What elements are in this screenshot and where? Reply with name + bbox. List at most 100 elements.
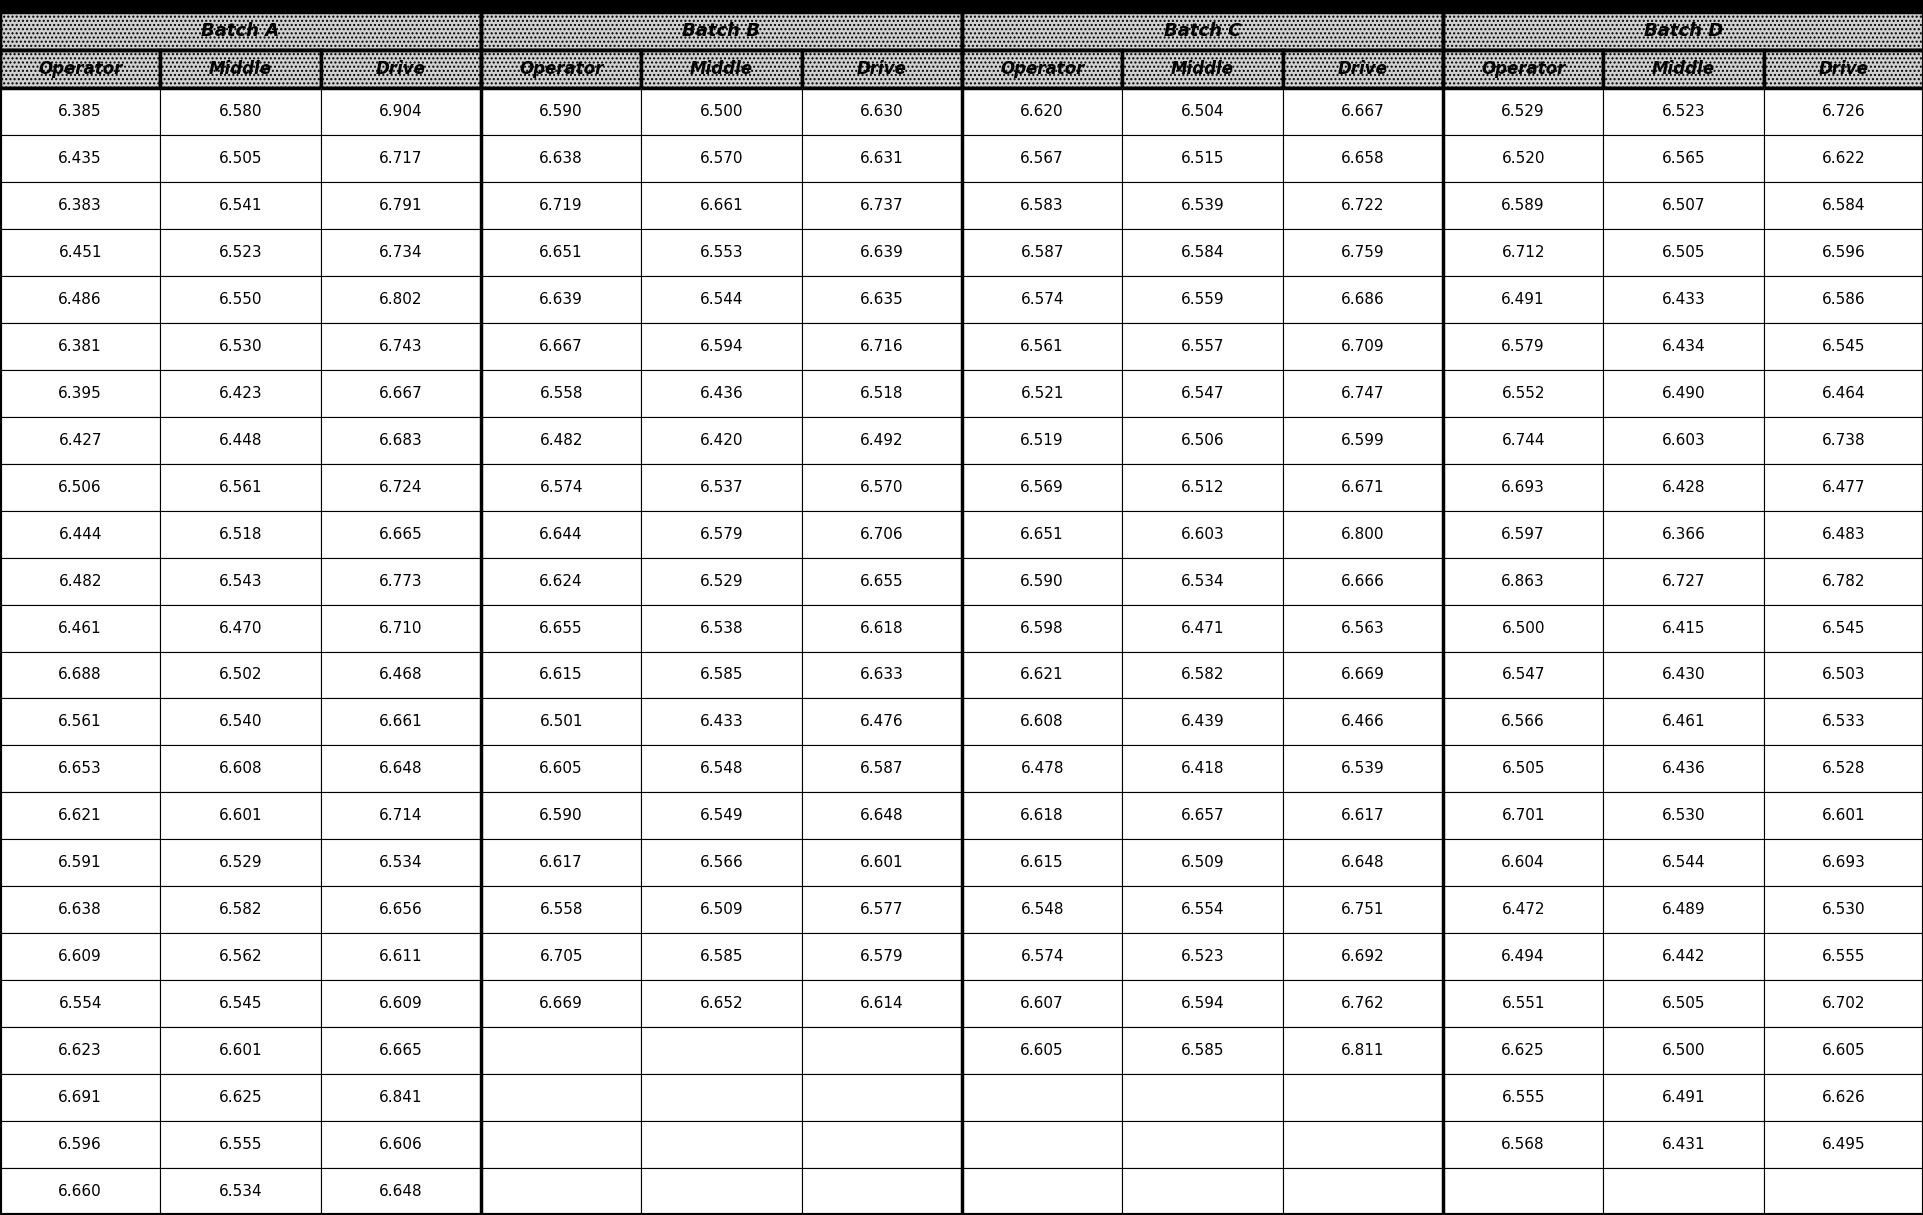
Text: 6.471: 6.471 [1181, 621, 1223, 635]
Bar [0, 1121, 160, 1168]
Text: 6.653: 6.653 [58, 762, 102, 776]
Text: 6.505: 6.505 [1661, 996, 1704, 1011]
Bar [160, 1121, 321, 1168]
Bar [160, 933, 321, 981]
Text: 6.574: 6.574 [538, 480, 583, 495]
Text: 6.773: 6.773 [379, 573, 423, 588]
Text: Operator: Operator [38, 60, 123, 78]
Text: 6.719: 6.719 [538, 198, 583, 213]
Bar [962, 182, 1121, 228]
Bar [321, 182, 481, 228]
Text: 6.747: 6.747 [1340, 385, 1385, 401]
Bar [481, 792, 640, 840]
Bar [0, 651, 160, 699]
Text: 6.506: 6.506 [58, 480, 102, 495]
Bar [802, 886, 962, 933]
Bar [802, 605, 962, 651]
Bar [1442, 1168, 1602, 1215]
Bar [1763, 182, 1923, 228]
Text: 6.504: 6.504 [1181, 104, 1223, 119]
Bar [1602, 50, 1763, 87]
Bar [1602, 792, 1763, 840]
Bar [160, 1168, 321, 1215]
Bar [640, 417, 802, 464]
Text: 6.563: 6.563 [1340, 621, 1385, 635]
Text: 6.579: 6.579 [700, 526, 742, 542]
Text: 6.615: 6.615 [538, 667, 583, 683]
Bar [802, 135, 962, 182]
Text: 6.533: 6.533 [1821, 714, 1865, 729]
Bar [1602, 1074, 1763, 1121]
Text: 6.671: 6.671 [1340, 480, 1385, 495]
Text: 6.433: 6.433 [700, 714, 742, 729]
Text: 6.666: 6.666 [1340, 573, 1385, 588]
Bar [321, 886, 481, 933]
Text: 6.841: 6.841 [379, 1090, 423, 1106]
Text: 6.427: 6.427 [58, 433, 102, 447]
Text: 6.620: 6.620 [1019, 104, 1063, 119]
Text: 6.491: 6.491 [1661, 1090, 1704, 1106]
Bar [802, 87, 962, 135]
Text: 6.583: 6.583 [1019, 198, 1063, 213]
Bar [962, 12, 1442, 50]
Text: 6.555: 6.555 [1500, 1090, 1544, 1106]
Bar [962, 276, 1121, 323]
Bar [640, 323, 802, 369]
Bar [481, 699, 640, 746]
Text: 6.706: 6.706 [860, 526, 904, 542]
Bar [1763, 746, 1923, 792]
Text: 6.482: 6.482 [538, 433, 583, 447]
Bar [962, 558, 1121, 605]
Bar [321, 228, 481, 276]
Bar [802, 792, 962, 840]
Bar [160, 276, 321, 323]
Text: 6.548: 6.548 [1019, 903, 1063, 917]
Text: 6.904: 6.904 [379, 104, 423, 119]
Text: Drive: Drive [1336, 60, 1386, 78]
Bar [962, 605, 1121, 651]
Text: 6.539: 6.539 [1181, 198, 1223, 213]
Bar [481, 369, 640, 417]
Text: Middle: Middle [1171, 60, 1233, 78]
Text: 6.529: 6.529 [219, 855, 262, 870]
Bar [1442, 369, 1602, 417]
Bar [962, 369, 1121, 417]
Bar [962, 792, 1121, 840]
Bar [1602, 651, 1763, 699]
Bar [0, 1074, 160, 1121]
Bar [640, 1168, 802, 1215]
Text: Middle: Middle [690, 60, 752, 78]
Bar [1121, 87, 1283, 135]
Bar [160, 510, 321, 558]
Text: 6.555: 6.555 [219, 1137, 262, 1152]
Bar [0, 1027, 160, 1074]
Text: 6.614: 6.614 [860, 996, 904, 1011]
Bar [802, 182, 962, 228]
Text: 6.395: 6.395 [58, 385, 102, 401]
Text: 6.509: 6.509 [1181, 855, 1223, 870]
Text: 6.726: 6.726 [1821, 104, 1865, 119]
Bar [160, 182, 321, 228]
Text: 6.561: 6.561 [219, 480, 262, 495]
Text: 6.529: 6.529 [1500, 104, 1544, 119]
Text: 6.503: 6.503 [1821, 667, 1865, 683]
Bar [1763, 87, 1923, 135]
Text: 6.582: 6.582 [1181, 667, 1223, 683]
Text: 6.523: 6.523 [1661, 104, 1704, 119]
Bar [481, 1121, 640, 1168]
Text: 6.582: 6.582 [219, 903, 262, 917]
Text: 6.512: 6.512 [1181, 480, 1223, 495]
Bar [1283, 276, 1442, 323]
Text: 6.431: 6.431 [1661, 1137, 1704, 1152]
Bar [1121, 464, 1283, 510]
Bar [321, 933, 481, 981]
Text: 6.545: 6.545 [1821, 621, 1865, 635]
Bar [481, 840, 640, 886]
Bar [160, 792, 321, 840]
Text: 6.502: 6.502 [219, 667, 262, 683]
Text: 6.648: 6.648 [379, 1185, 423, 1199]
Bar [160, 369, 321, 417]
Bar [160, 981, 321, 1027]
Bar [1283, 1121, 1442, 1168]
Text: 6.519: 6.519 [1019, 433, 1063, 447]
